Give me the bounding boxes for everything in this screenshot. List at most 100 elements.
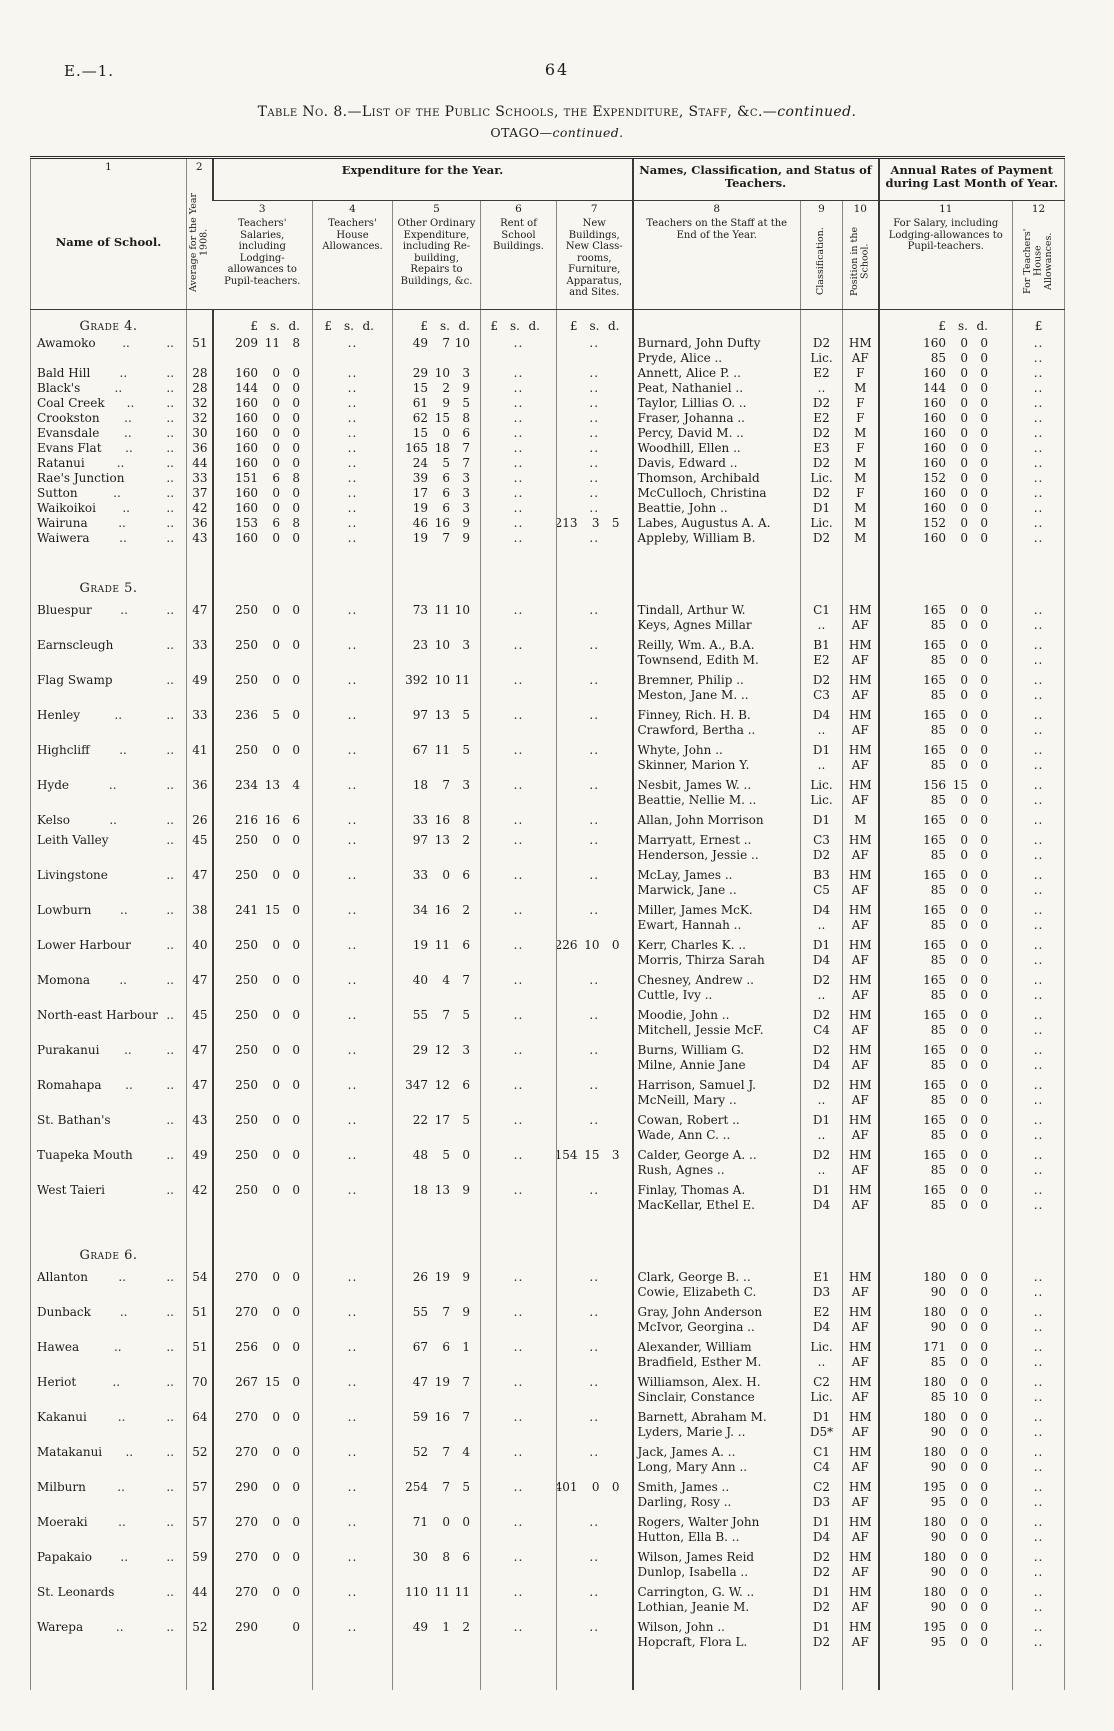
money-value: 270 0 0 <box>216 1305 311 1320</box>
money-value: 165 0 0 <box>882 833 1011 848</box>
school-name: Earnscleugh.. <box>33 638 184 653</box>
salaries-cell <box>211 653 313 668</box>
school-row: Wade, Ann C. .... AF 85 0 0.. <box>31 1128 1065 1143</box>
teacher-name-cell: Crawford, Bertha .. <box>631 723 801 738</box>
salaries-cell: 160 0 0 <box>211 456 313 471</box>
dot-leader: .. <box>119 743 127 757</box>
pounds: 85 <box>930 653 946 667</box>
shillings: 16 <box>264 813 280 827</box>
empty-value: .. <box>513 1585 524 1599</box>
shillings: s. <box>270 319 280 333</box>
money-value: 160 0 0 <box>882 396 1011 411</box>
salary-rate-cell: 85 0 0 <box>877 1093 1013 1108</box>
school-name-cell: St. Bathan's.. <box>31 1108 187 1128</box>
empty-value: .. <box>347 381 358 395</box>
position-cell: AF <box>842 1355 879 1370</box>
average-attendance-cell <box>186 1320 213 1335</box>
dot-leader: .. <box>166 638 174 652</box>
empty-value: .. <box>347 1113 358 1127</box>
rent-cell: .. <box>480 411 557 426</box>
empty-value: .. <box>513 1148 524 1162</box>
empty-value: .. <box>347 833 358 847</box>
dot-leader: .. <box>109 813 117 827</box>
teacher-name-cell: McCulloch, Christina <box>631 486 801 501</box>
pence: 0 <box>980 953 988 967</box>
school-row: Matakanui.... 52 270 0 0.. 52 7 4.... Jack, Jame… <box>31 1440 1065 1460</box>
classification-cell: C3 <box>800 688 843 703</box>
classification-cell: D1 <box>800 933 843 953</box>
salaries-cell: 236 5 0 <box>211 703 313 723</box>
house-cell: .. <box>312 1003 393 1023</box>
pounds: 85 <box>930 688 946 702</box>
money-value: 160 0 0 <box>882 366 1011 381</box>
dot-leader: .. <box>166 973 174 987</box>
empty-value: .. <box>347 1340 358 1354</box>
empty-value: .. <box>589 1585 600 1599</box>
pence: 0 <box>292 456 300 470</box>
pounds: 270 <box>235 1445 258 1459</box>
money-value: 236 5 0 <box>216 708 311 723</box>
school-row: Sutton.... 37 160 0 0.. 17 6 3.... McCulloch, Ch… <box>31 486 1065 501</box>
salaries-cell: 160 0 0 <box>211 366 313 381</box>
pounds: 90 <box>930 1600 946 1614</box>
school-name-cell: Lowburn.... <box>31 898 187 918</box>
school-name-cell: Waiwera.... <box>31 531 187 546</box>
empty-value: .. <box>589 1305 600 1319</box>
shillings: 0 <box>272 673 280 687</box>
empty-value: .. <box>347 673 358 687</box>
money-value: 55 7 5 <box>395 1008 478 1023</box>
pence: 0 <box>462 1515 470 1529</box>
shillings: 0 <box>272 366 280 380</box>
house-rate-cell: .. <box>1011 773 1065 793</box>
school-name-cell: Lower Harbour.. <box>31 933 187 953</box>
school-name-cell <box>31 1495 187 1510</box>
school-name-text: Matakanui <box>37 1445 103 1459</box>
shillings: 6 <box>272 516 280 530</box>
pence: 11 <box>454 1585 470 1599</box>
dot-leader: .. <box>125 1078 133 1092</box>
school-name-text: Bluespur <box>37 603 92 617</box>
empty-value: .. <box>1033 1565 1044 1579</box>
empty-value: .. <box>347 516 358 530</box>
school-name-cell: Leith Valley.. <box>31 828 187 848</box>
salary-rate-cell: 85 0 0 <box>877 1023 1013 1038</box>
pence: 0 <box>980 396 988 410</box>
shillings: 7 <box>442 1480 450 1494</box>
school-name-cell <box>31 1460 187 1475</box>
salary-rate-cell: 85 0 0 <box>877 883 1013 898</box>
shillings: 0 <box>272 1305 280 1319</box>
salary-rate-cell: 165 0 0 <box>877 968 1013 988</box>
salary-rate-cell: 165 0 0 <box>877 1003 1013 1023</box>
page-number: 64 <box>544 60 570 79</box>
school-row: Hawea.... 51 256 0 0.. 67 6 1.... Alexander, Wil… <box>31 1335 1065 1355</box>
column-number-5: 5 <box>433 203 440 215</box>
pence: 5 <box>462 1113 470 1127</box>
rent-cell: .. <box>480 1265 557 1285</box>
other-cell: 15 2 9 <box>392 381 481 396</box>
salaries-cell: 256 0 0 <box>211 1335 313 1355</box>
house-cell: .. <box>312 531 393 546</box>
salary-rate-cell: 85 0 0 <box>877 1198 1013 1213</box>
shillings: 7 <box>442 1445 450 1459</box>
grade-heading-row: Grade 4. £ s. d. £ s. d. £ s. d. £ s. d. £ s. d. £ s. d. £ <box>31 309 1065 336</box>
school-row: Milburn.... 57 290 0 0.. 254 7 5.. 401 0 0 Smith, J… <box>31 1475 1065 1495</box>
new-buildings-cell <box>556 1198 633 1213</box>
school-name-text: Hawea <box>37 1340 80 1354</box>
pence: 0 <box>980 1285 988 1299</box>
school-row: Henley.... 33 236 5 0.. 97 13 5.... Finney, Rich… <box>31 703 1065 723</box>
classification-cell: C4 <box>800 1023 843 1038</box>
money-value: 160 0 0 <box>882 501 1011 516</box>
rent-cell: .. <box>480 456 557 471</box>
shillings: 7 <box>442 1305 450 1319</box>
average-attendance-cell <box>186 1023 213 1038</box>
salary-rate-cell: 85 0 0 <box>877 1163 1013 1178</box>
classification-cell: D1 <box>800 808 843 828</box>
empty-value: .. <box>1033 833 1044 847</box>
pounds: £ <box>420 319 428 333</box>
shillings: 0 <box>960 618 968 632</box>
spacer-cell <box>1011 546 1065 572</box>
salary-rate-cell: 90 0 0 <box>877 1530 1013 1545</box>
shillings: 0 <box>272 1445 280 1459</box>
position-cell: HM <box>842 598 879 618</box>
pounds: 67 <box>412 743 428 757</box>
